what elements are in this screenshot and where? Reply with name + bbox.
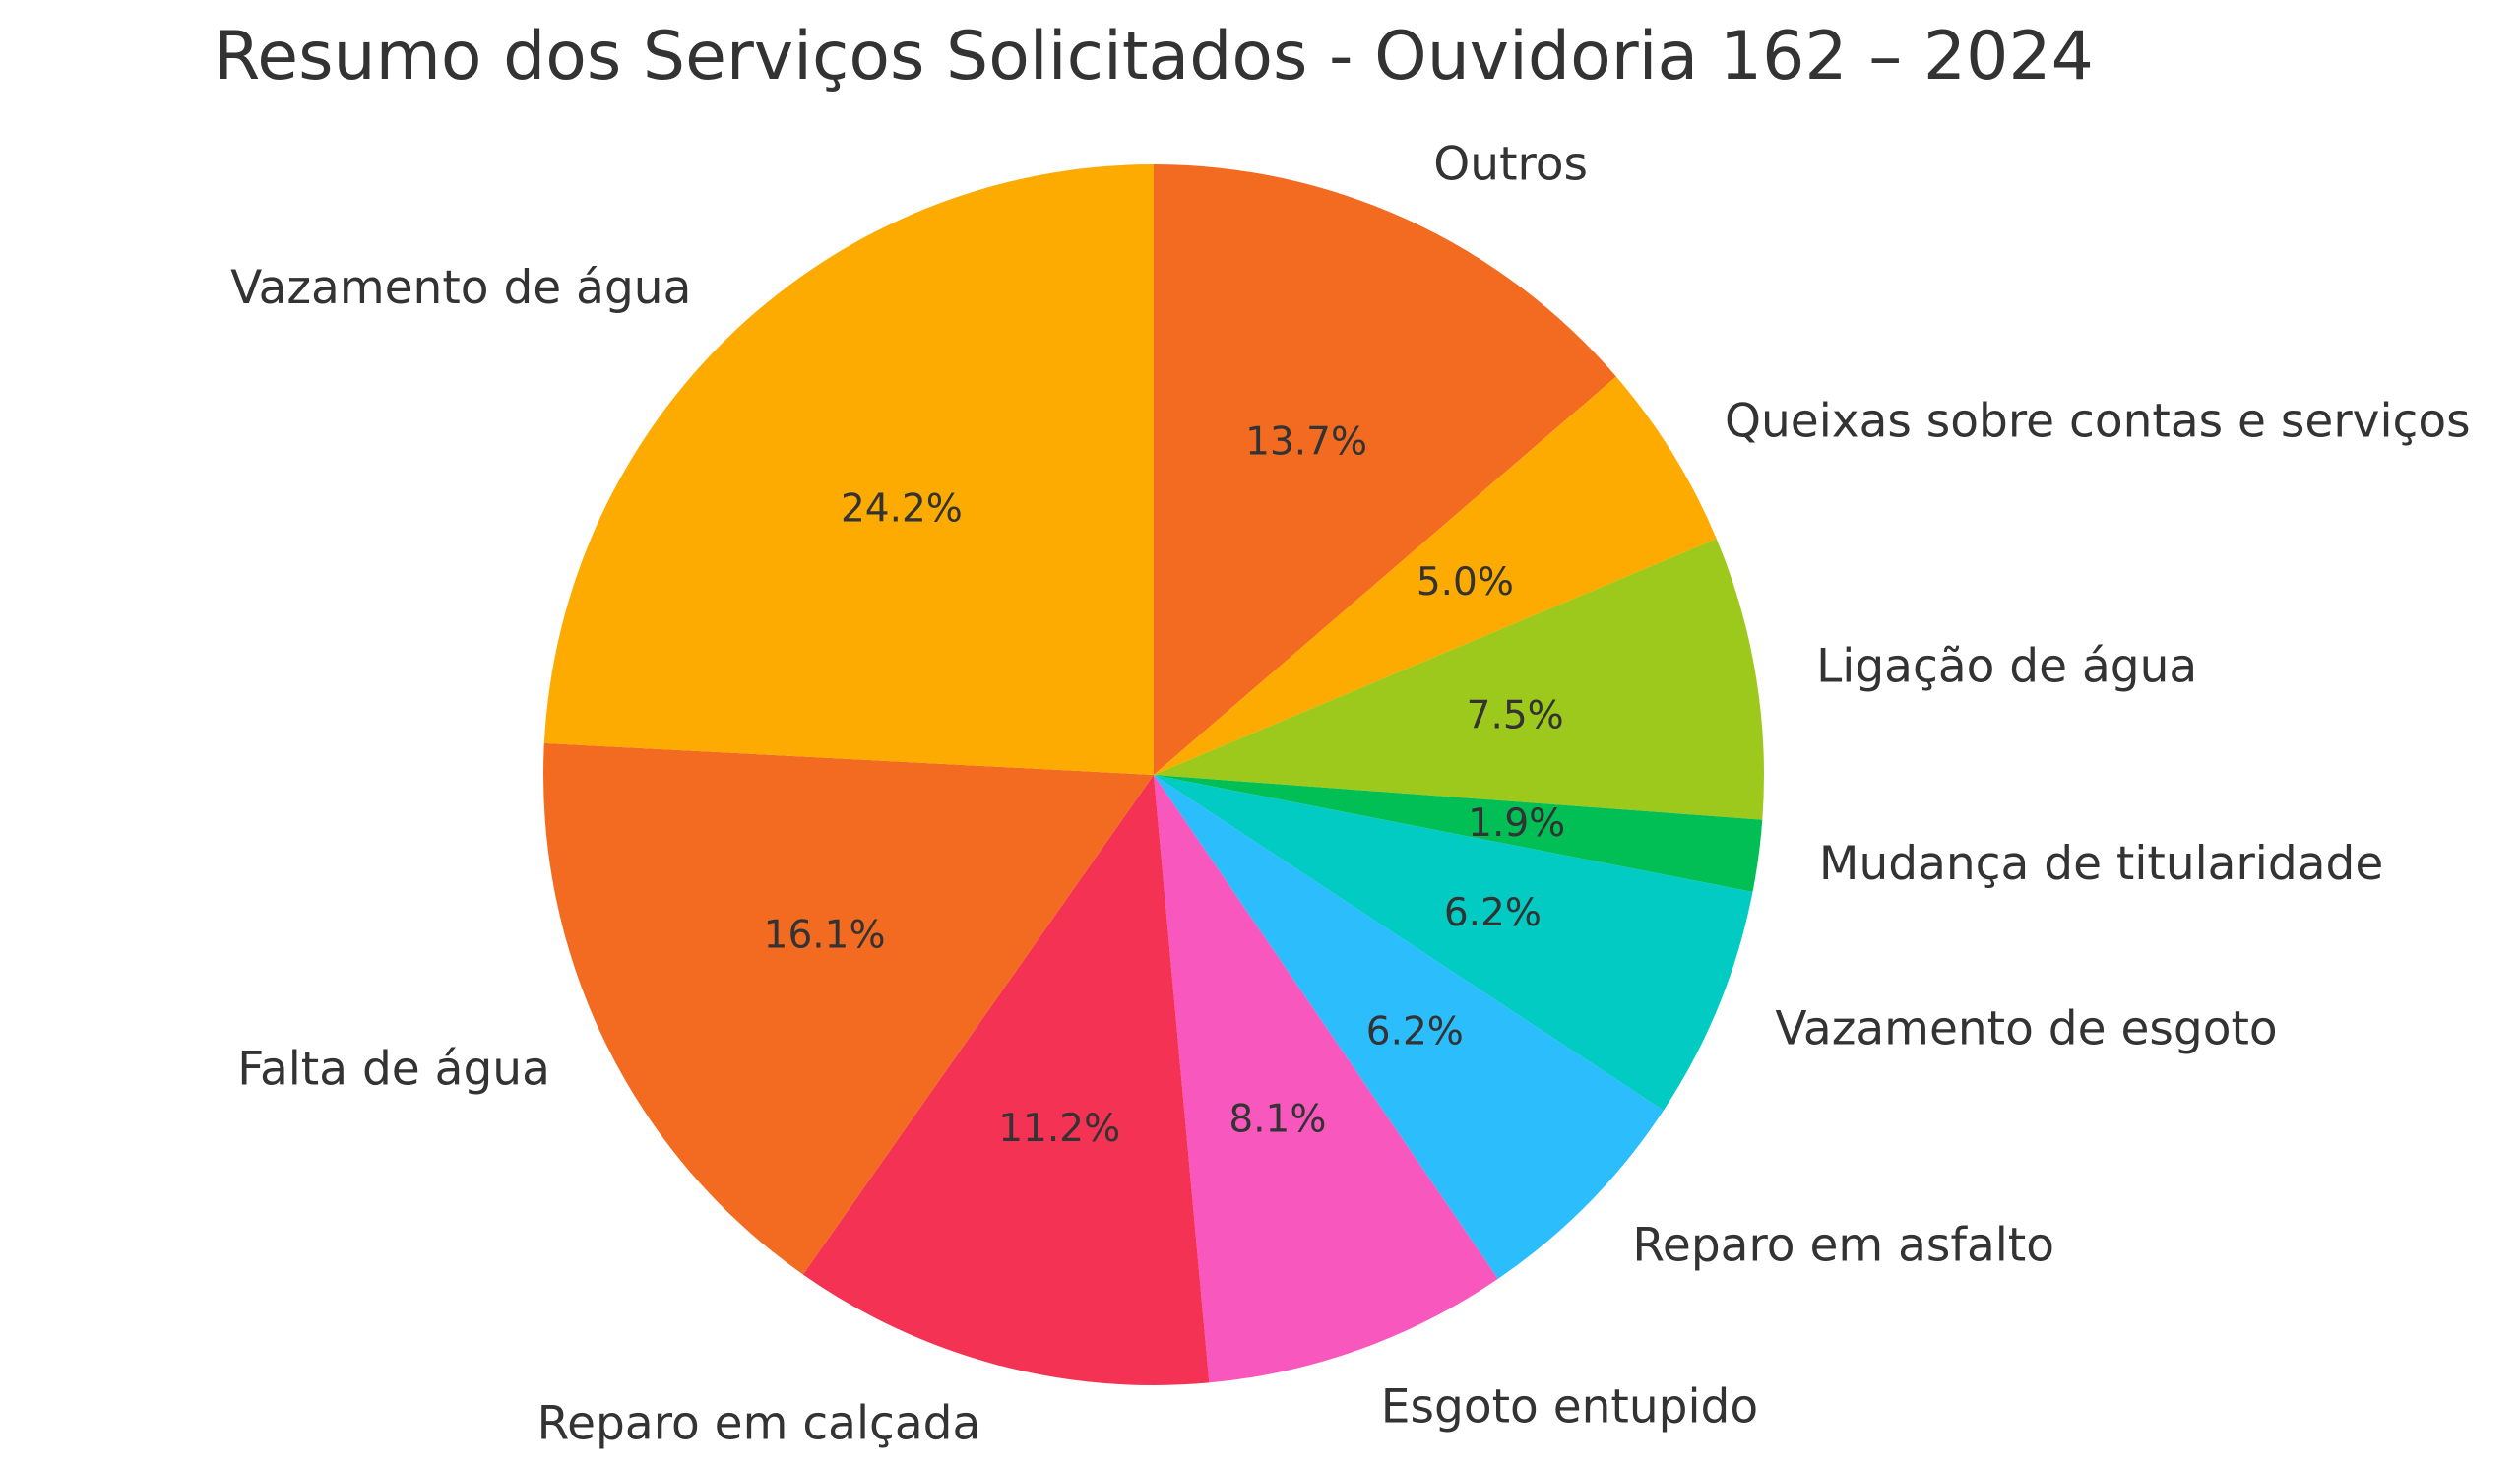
pct-label-vazamento-de-agua: 24.2% [841, 487, 963, 532]
pie-slice-mudanca-de-titularidade [1154, 775, 1763, 892]
pie-slice-ligacao-de-agua [1154, 539, 1764, 820]
slice-label-outros: Outros [1433, 138, 1588, 192]
pct-label-reparo-em-calcada: 11.2% [998, 1107, 1120, 1151]
pie-slice-outros [1154, 164, 1616, 775]
pct-label-mudanca-de-titularidade: 1.9% [1468, 801, 1565, 846]
slice-label-vazamento-de-esgoto: Vazamento de esgoto [1775, 1001, 2277, 1055]
slice-label-ligacao-de-agua: Ligação de água [1816, 640, 2197, 694]
pct-label-esgoto-entupido: 8.1% [1228, 1098, 1326, 1142]
slice-label-vazamento-de-agua: Vazamento de água [230, 261, 691, 315]
pie-slice-reparo-em-asfalto [1154, 775, 1664, 1279]
category-labels: Outros Queixas sobre contas e serviços Lig… [230, 138, 2471, 1451]
pie-slice-queixas-sobre-contas-e-servicos [1154, 376, 1717, 775]
slice-label-reparo-em-calcada: Reparo em calçada [537, 1397, 981, 1451]
slice-label-reparo-em-asfalto: Reparo em asfalto [1632, 1219, 2054, 1273]
pct-label-outros: 13.7% [1245, 419, 1367, 464]
pct-label-queixas-sobre-contas-e-servicos: 5.0% [1417, 560, 1514, 605]
slice-label-falta-de-agua: Falta de água [237, 1042, 550, 1096]
pct-label-vazamento-de-esgoto: 6.2% [1444, 891, 1542, 935]
pie-slice-falta-de-agua [542, 742, 1154, 1275]
pct-label-falta-de-agua: 16.1% [764, 914, 886, 958]
pie-slice-reparo-em-calcada [802, 775, 1210, 1385]
slice-label-mudanca-de-titularidade: Mudança de titularidade [1819, 837, 2383, 891]
pie-slice-vazamento-de-esgoto [1154, 775, 1753, 1111]
pie-slices [542, 164, 1764, 1385]
chart-title: Resumo dos Serviços Solicitados - Ouvido… [214, 18, 2094, 96]
pie-slice-vazamento-de-agua [543, 164, 1154, 775]
slice-label-esgoto-entupido: Esgoto entupido [1381, 1379, 1758, 1434]
pct-label-reparo-em-asfalto: 6.2% [1366, 1009, 1464, 1053]
pct-label-ligacao-de-agua: 7.5% [1467, 694, 1564, 738]
percentage-labels: 13.7% 5.0% 7.5% 1.9% 6.2% 6.2% 8.1% 11.2% 16.1% 2… [764, 419, 1566, 1151]
slice-label-queixas-sobre-contas-e-servicos: Queixas sobre contas e serviços [1725, 395, 2471, 449]
pie-slice-esgoto-entupido [1154, 775, 1498, 1383]
